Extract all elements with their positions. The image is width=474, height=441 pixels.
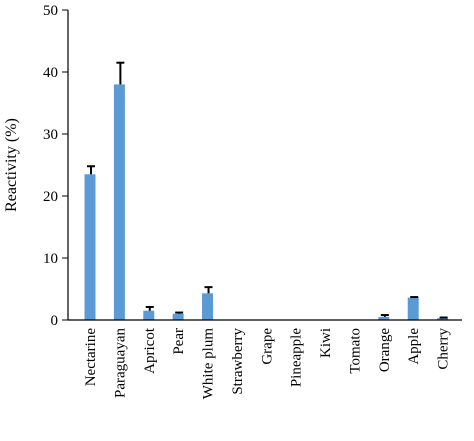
x-tick-label: Apricot bbox=[142, 327, 158, 374]
x-axis-labels: Nectarine Paraguayan Apricot Pear White plum… bbox=[83, 327, 452, 399]
x-tick-label: Paraguayan bbox=[112, 328, 128, 398]
x-tick-label: Grape bbox=[259, 328, 275, 365]
y-axis-title-group: Reactivity (%) bbox=[3, 118, 20, 212]
x-tick-label: Pineapple bbox=[289, 328, 305, 387]
x-tick-label: Strawberry bbox=[230, 328, 246, 395]
bar bbox=[437, 318, 449, 320]
y-tick-label: 10 bbox=[43, 251, 58, 267]
bar bbox=[202, 293, 214, 320]
x-tick-label: Pear bbox=[171, 328, 187, 355]
x-tick-label: Nectarine bbox=[83, 328, 99, 387]
bar bbox=[407, 297, 419, 320]
bar bbox=[172, 313, 184, 320]
bar bbox=[84, 174, 96, 320]
bar bbox=[113, 84, 125, 321]
y-axis-title: Reactivity (%) bbox=[3, 118, 20, 212]
axes bbox=[67, 10, 462, 321]
x-tick-label: White plum bbox=[201, 328, 217, 400]
x-tick-label: Cherry bbox=[436, 328, 452, 370]
error-bars bbox=[87, 61, 448, 319]
x-tick-label: Tomato bbox=[347, 328, 363, 374]
x-tick-label: Kiwi bbox=[318, 328, 334, 358]
y-tick-label: 20 bbox=[43, 189, 58, 205]
y-tick-label: 0 bbox=[51, 313, 59, 329]
bar bbox=[143, 310, 155, 320]
x-tick-label: Apple bbox=[406, 328, 422, 365]
x-tick-label: Orange bbox=[377, 328, 393, 372]
y-axis-ticks: 0 10 20 30 40 50 bbox=[43, 3, 68, 329]
bar bbox=[378, 316, 390, 320]
y-tick-label: 30 bbox=[43, 127, 58, 143]
bars bbox=[84, 84, 449, 321]
y-tick-label: 50 bbox=[43, 3, 58, 19]
y-tick-label: 40 bbox=[43, 65, 58, 81]
